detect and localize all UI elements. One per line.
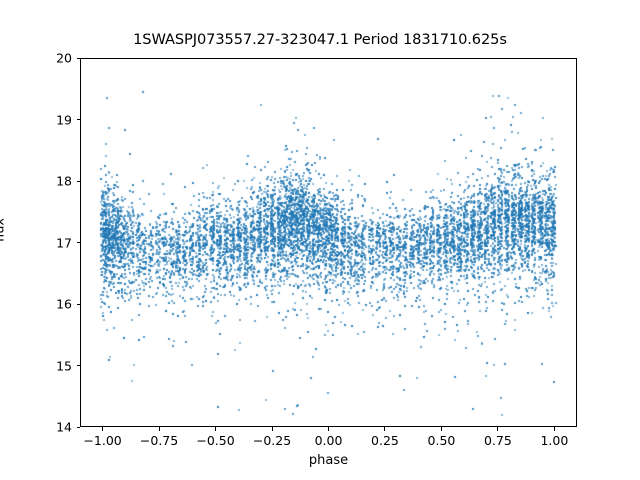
- y-tick-label: 15: [56, 358, 72, 373]
- x-tick-mark: [440, 427, 442, 431]
- x-tick-label: −1.00: [83, 433, 122, 448]
- x-tick-mark: [497, 427, 499, 431]
- x-tick-label: −0.75: [139, 433, 179, 448]
- y-tick-mark: [76, 119, 80, 120]
- x-tick-mark: [328, 427, 329, 431]
- x-tick-label: 0.75: [484, 433, 512, 448]
- y-tick-label: 17: [56, 235, 72, 250]
- x-tick-label: −0.50: [196, 433, 235, 448]
- y-tick-mark: [76, 303, 80, 305]
- plot-area: [80, 58, 577, 427]
- y-tick-mark: [76, 426, 80, 428]
- x-tick-mark: [102, 427, 104, 431]
- x-tick-label: 0.00: [314, 433, 343, 448]
- y-tick-mark: [76, 242, 80, 243]
- x-tick-mark: [553, 427, 555, 431]
- y-tick-label: 20: [56, 50, 72, 66]
- x-tick-label: 1.00: [540, 433, 569, 448]
- y-tick-label: 19: [56, 112, 72, 127]
- scatter-points: [81, 59, 576, 426]
- x-tick-label: 0.50: [427, 433, 456, 448]
- y-tick-label: 14: [56, 419, 72, 435]
- y-axis-label: flux: [0, 217, 8, 242]
- y-tick-label: 18: [56, 173, 72, 189]
- y-tick-mark: [76, 365, 80, 366]
- y-tick-label: 16: [56, 296, 72, 312]
- x-axis-label: phase: [308, 453, 349, 468]
- x-tick-mark: [384, 427, 386, 431]
- y-tick-mark: [76, 180, 80, 182]
- x-tick-mark: [271, 427, 273, 431]
- x-tick-mark: [215, 427, 217, 431]
- chart-title: 1SWASPJ073557.27-323047.1 Period 1831710…: [133, 31, 507, 48]
- x-tick-mark: [158, 427, 160, 431]
- x-tick-label: −0.25: [252, 433, 292, 448]
- y-tick-mark: [76, 57, 80, 59]
- x-tick-label: 0.25: [371, 433, 399, 448]
